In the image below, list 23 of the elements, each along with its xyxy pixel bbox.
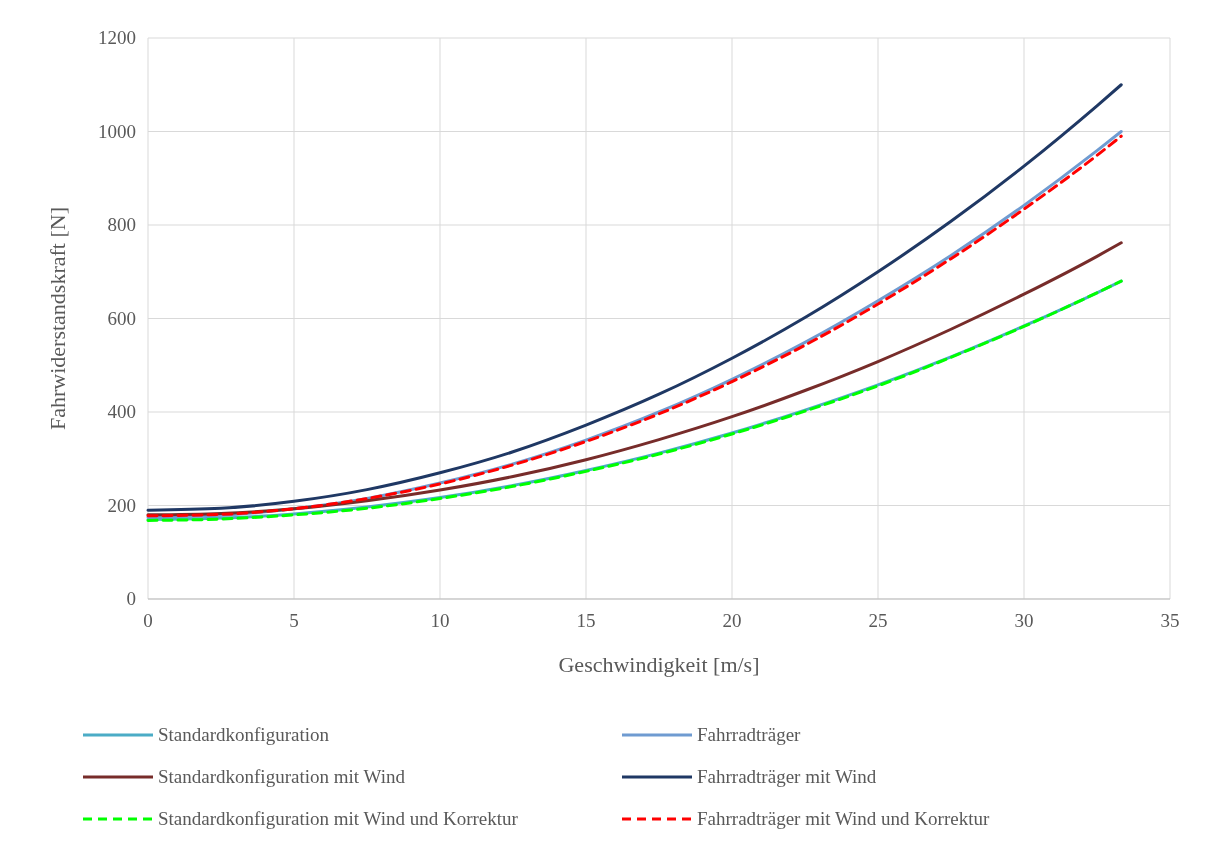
y-tick-label: 1000 [98,120,136,142]
legend-label: Standardkonfiguration [158,724,330,745]
x-tick-label: 30 [1014,610,1034,631]
legend-label: Fahrradträger mit Wind und Korrektur [697,808,990,829]
y-axis-title: Fahrwiderstandskraft [N] [45,207,70,430]
legend-label: Fahrradträger [697,724,802,745]
y-tick-label: 200 [107,494,136,516]
y-tick-label: 600 [107,307,136,329]
y-tick-label: 400 [107,401,136,422]
y-tick-label: 0 [126,588,136,609]
x-tick-label: 25 [868,610,888,631]
x-tick-label: 5 [289,610,299,631]
legend-label: Standardkonfiguration mit Wind und Korrektur [158,808,519,829]
x-tick-label: 10 [430,610,450,631]
y-tick-label: 1200 [98,27,136,48]
x-axis-title: Geschwindigkeit [m/s] [558,652,760,677]
legend-label: Fahrradträger mit Wind [697,766,877,787]
legend-label: Standardkonfiguration mit Wind [158,766,406,787]
x-tick-label: 20 [722,610,742,631]
y-tick-label: 800 [107,214,136,235]
x-tick-label: 35 [1160,610,1180,631]
x-tick-label: 15 [576,610,596,631]
x-tick-label: 0 [143,610,153,631]
